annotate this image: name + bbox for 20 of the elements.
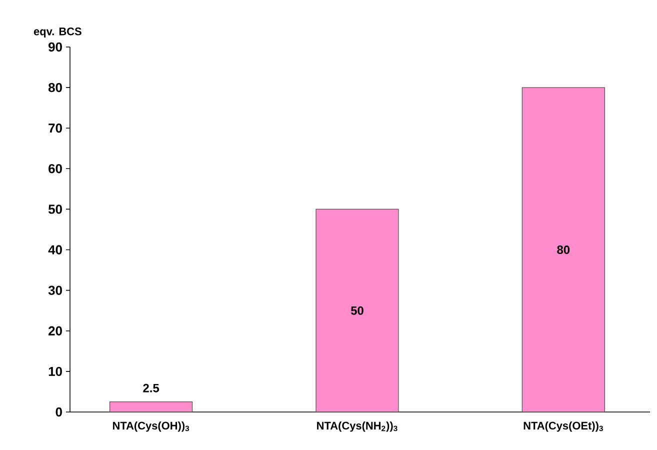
y-tick-label: 40 [48,245,62,254]
y-tick-label: 50 [48,204,62,214]
y-tick-label: 60 [48,164,62,174]
data-label: 50 [350,306,364,315]
y-tick-label: 80 [48,82,62,92]
x-tick-label: NTA(Cys(OH))$_{3}$ [112,422,190,432]
y-tick-label: 10 [48,366,62,376]
y-tick-label: 70 [48,124,62,133]
bar [522,87,605,412]
y-tick-label: 20 [48,326,62,336]
x-tick-label: NTA(Cys(NH$_{2}$))$_{3}$ [317,422,398,432]
y-tick-label: 0 [56,407,62,417]
y-axis-title: eqv. BCS [34,28,82,38]
x-tick-label: NTA(Cys(OEt))$_{3}$ [524,422,603,432]
y-tick-label: 90 [48,42,62,52]
data-label: 80 [557,246,570,254]
data-label: 2.5 [143,384,160,392]
bar [110,402,193,412]
bar [316,208,399,412]
y-tick-label: 30 [48,286,62,295]
